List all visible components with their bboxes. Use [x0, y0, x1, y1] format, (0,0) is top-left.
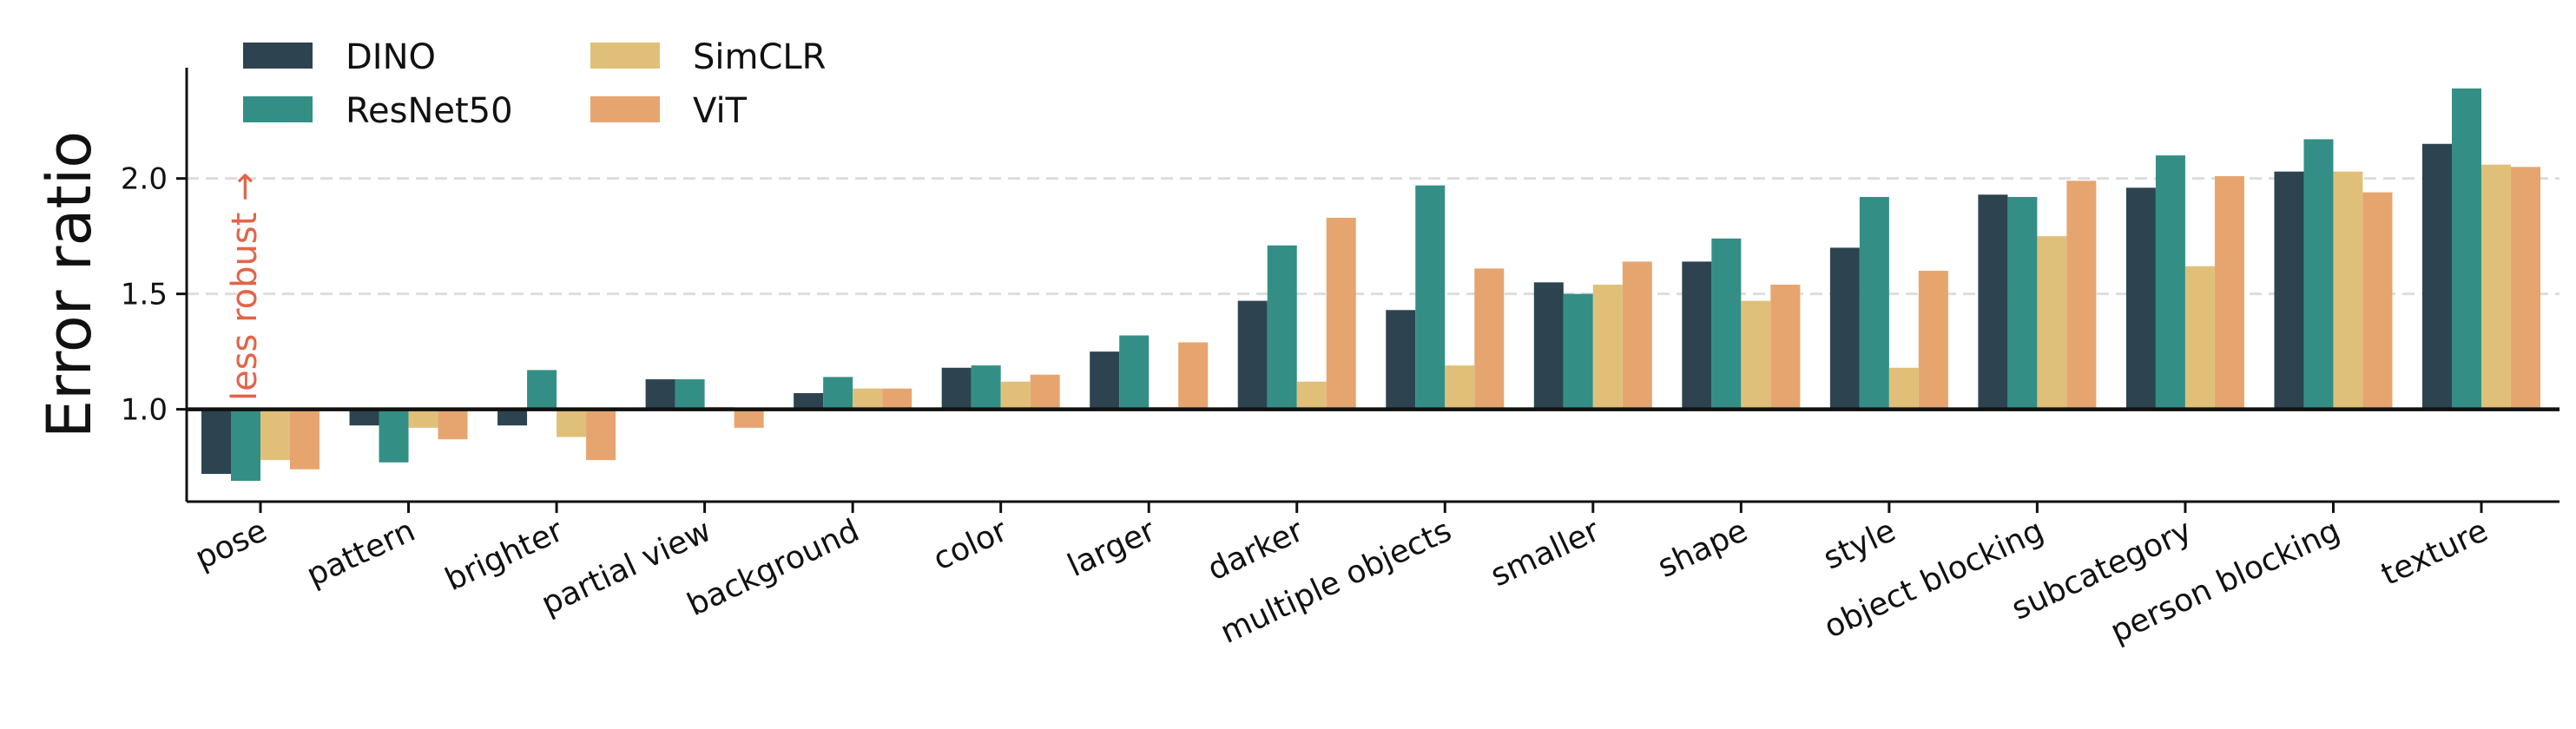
bar-partial-view-resnet50: [675, 379, 705, 410]
bar-pattern-simclr: [408, 409, 438, 428]
legend-swatch-dino: [243, 43, 313, 69]
bar-texture-simclr: [2481, 164, 2511, 410]
bar-color-resnet50: [971, 365, 1001, 410]
bar-object-blocking-simclr: [2037, 236, 2067, 410]
legend-label-resnet50: ResNet50: [346, 91, 513, 131]
legend-label-simclr: SimCLR: [693, 37, 826, 77]
bar-color-vit: [1030, 374, 1060, 410]
bar-person-blocking-vit: [2362, 192, 2393, 410]
xtick-label-pattern: pattern: [301, 513, 420, 594]
bar-brighter-vit: [586, 409, 616, 461]
bar-subcategory-vit: [2214, 176, 2244, 410]
bar-object-blocking-resnet50: [2007, 196, 2038, 410]
bar-shape-resnet50: [1711, 238, 1742, 410]
bar-pose-resnet50: [231, 409, 260, 482]
xtick-label-style: style: [1818, 513, 1901, 577]
bar-brighter-dino: [497, 409, 528, 426]
bar-object-blocking-dino: [1978, 194, 2008, 410]
bar-multiple-objects-vit: [1474, 268, 1505, 410]
bar-texture-resnet50: [2452, 88, 2481, 410]
bar-shape-simclr: [1741, 300, 1771, 410]
bar-larger-resnet50: [1119, 335, 1150, 410]
legend-label-vit: ViT: [693, 91, 748, 131]
xtick-label-smaller: smaller: [1486, 513, 1605, 594]
ytick-label-1-5: 1.5: [121, 278, 168, 312]
bar-object-blocking-vit: [2066, 181, 2097, 410]
bar-person-blocking-simclr: [2333, 171, 2363, 410]
bar-partial-view-dino: [645, 379, 675, 410]
bar-person-blocking-resnet50: [2303, 139, 2334, 410]
legend: DINO ResNet50 SimCLR ViT: [243, 37, 826, 131]
bar-larger-vit: [1178, 342, 1209, 410]
bar-darker-vit: [1326, 217, 1356, 410]
xtick-label-texture: texture: [2376, 513, 2494, 593]
bar-multiple-objects-resnet50: [1415, 185, 1446, 410]
bar-shape-dino: [1682, 261, 1712, 410]
bars: [201, 88, 2540, 482]
bar-pose-dino: [201, 409, 231, 475]
bar-pose-simclr: [260, 409, 290, 461]
axes: [185, 68, 2560, 503]
bar-darker-resnet50: [1267, 245, 1297, 410]
bar-pattern-dino: [349, 409, 379, 426]
bar-smaller-vit: [1622, 261, 1652, 410]
xtick-label-color: color: [928, 513, 1013, 578]
less-robust-annotation: less robust →: [225, 172, 265, 401]
bar-multiple-objects-simclr: [1445, 365, 1475, 410]
bar-multiple-objects-dino: [1386, 310, 1416, 410]
bar-background-simclr: [853, 388, 883, 410]
bar-texture-dino: [2422, 143, 2452, 410]
bar-darker-simclr: [1296, 381, 1327, 410]
bar-subcategory-resnet50: [2155, 155, 2185, 410]
bar-brighter-simclr: [557, 409, 587, 437]
xtick-label-larger: larger: [1063, 513, 1162, 584]
bar-color-simclr: [1000, 381, 1031, 410]
legend-swatch-simclr: [590, 43, 660, 69]
bar-pose-vit: [290, 409, 320, 470]
xtick-label-shape: shape: [1652, 513, 1753, 585]
bar-shape-vit: [1770, 285, 1801, 410]
bar-texture-vit: [2511, 167, 2540, 410]
bar-pattern-vit: [438, 409, 468, 440]
legend-swatch-resnet50: [243, 96, 313, 122]
legend-swatch-vit: [590, 96, 660, 122]
xtick-label-pose: pose: [190, 513, 273, 576]
bar-darker-dino: [1237, 300, 1268, 410]
bar-background-dino: [794, 393, 824, 410]
bar-larger-dino: [1090, 351, 1120, 410]
bar-smaller-simclr: [1592, 285, 1623, 410]
xtick-label-darker: darker: [1202, 513, 1309, 588]
bar-subcategory-dino: [2125, 187, 2156, 410]
ytick-label-1-0: 1.0: [121, 393, 168, 428]
legend-label-dino: DINO: [346, 37, 436, 77]
bar-smaller-dino: [1533, 282, 1564, 410]
bar-style-simclr: [1888, 367, 1919, 410]
bar-color-dino: [941, 367, 972, 410]
ytick-label-2-0: 2.0: [121, 162, 168, 197]
y-axis-label: Error ratio: [34, 131, 105, 438]
xtick-label-background: background: [682, 513, 865, 623]
bar-subcategory-simclr: [2184, 266, 2215, 410]
bar-smaller-resnet50: [1563, 293, 1593, 410]
bar-style-dino: [1829, 247, 1860, 410]
bar-style-resnet50: [1859, 196, 1889, 410]
bar-brighter-resnet50: [527, 370, 557, 410]
bar-style-vit: [1918, 271, 1948, 410]
bar-person-blocking-dino: [2274, 171, 2304, 410]
bar-background-resnet50: [823, 377, 853, 410]
bar-background-vit: [882, 388, 912, 410]
bar-partial-view-vit: [734, 409, 764, 428]
bar-pattern-resnet50: [379, 409, 409, 463]
y-ticks: 1.0 1.5 2.0: [121, 162, 187, 428]
